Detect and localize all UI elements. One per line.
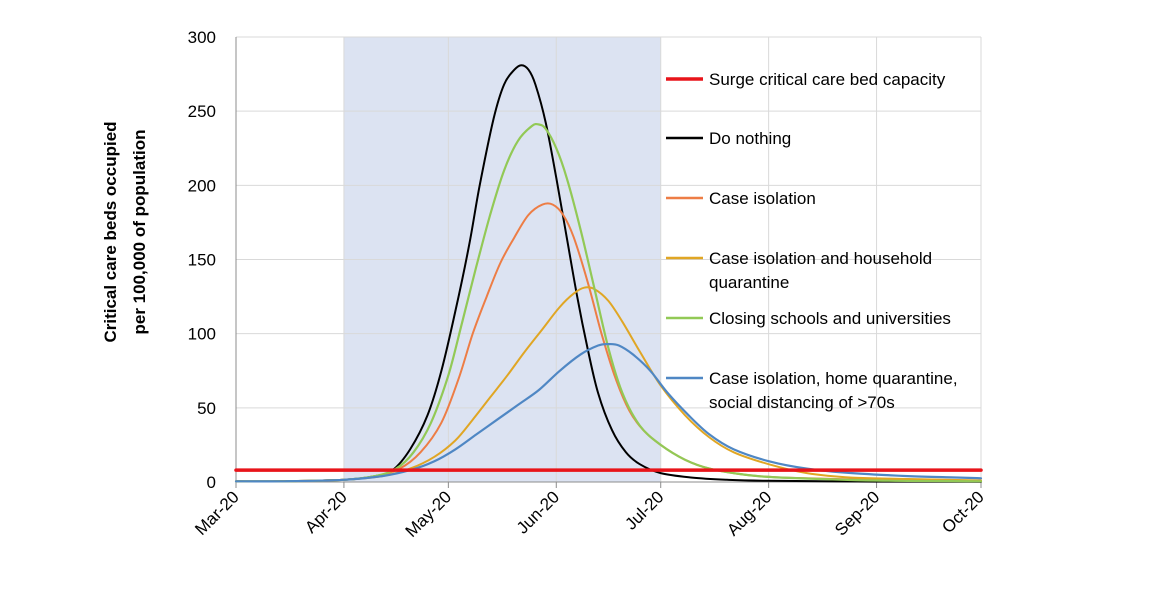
y-tick-label: 100 [188, 325, 216, 344]
legend-label: Case isolation and household [709, 249, 932, 268]
legend-label: Case isolation, home quarantine, [709, 369, 958, 388]
series-line-case-isolation-home-quarantine-social-distancing-of-70s [234, 342, 983, 483]
x-tick-label: Mar-20 [191, 487, 243, 539]
series-line-do-nothing [235, 64, 982, 483]
x-tick-label: Sep-20 [831, 487, 883, 539]
x-tick-label: Jul-20 [621, 487, 667, 533]
legend-label: Case isolation [709, 189, 816, 208]
legend-label: Do nothing [709, 129, 791, 148]
x-tick-label: Jun-20 [513, 487, 563, 537]
y-tick-label: 150 [188, 251, 216, 270]
x-tick-label: Apr-20 [301, 487, 351, 537]
series-line-case-isolation-and-household-quarantine [235, 286, 982, 483]
x-tick-label: Aug-20 [723, 487, 775, 539]
legend-label: social distancing of >70s [709, 393, 895, 412]
legend-label: quarantine [709, 273, 789, 292]
y-tick-label: 50 [197, 399, 216, 418]
y-axis-title: Critical care beds occupied [101, 121, 120, 342]
y-tick-label: 200 [188, 176, 216, 195]
y-tick-label: 0 [207, 473, 216, 492]
legend-label: Closing schools and universities [709, 309, 951, 328]
y-tick-label: 250 [188, 102, 216, 121]
x-tick-label: Oct-20 [938, 487, 988, 537]
y-axis-title: per 100,000 of population [130, 130, 149, 335]
y-tick-label: 300 [188, 28, 216, 47]
series-line-closing-schools-and-universities [234, 122, 983, 483]
x-tick-label: May-20 [402, 487, 456, 541]
legend-label: Surge critical care bed capacity [709, 70, 946, 89]
